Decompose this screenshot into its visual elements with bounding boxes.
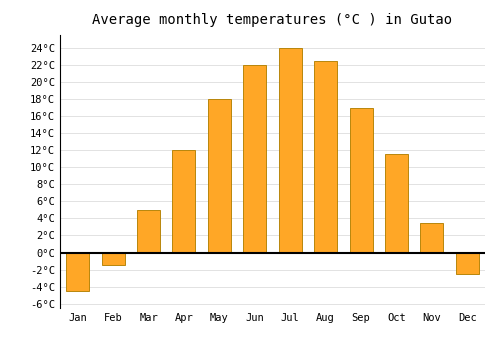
Bar xyxy=(350,107,372,253)
Bar xyxy=(208,99,231,253)
Bar xyxy=(314,61,337,253)
Bar xyxy=(385,154,408,253)
Bar xyxy=(420,223,444,253)
Bar xyxy=(244,65,266,253)
Title: Average monthly temperatures (°C ) in Gutao: Average monthly temperatures (°C ) in Gu… xyxy=(92,13,452,27)
Bar xyxy=(172,150,196,253)
Bar xyxy=(278,48,301,253)
Bar xyxy=(102,253,124,265)
Bar xyxy=(66,253,89,291)
Bar xyxy=(456,253,479,274)
Bar xyxy=(137,210,160,253)
